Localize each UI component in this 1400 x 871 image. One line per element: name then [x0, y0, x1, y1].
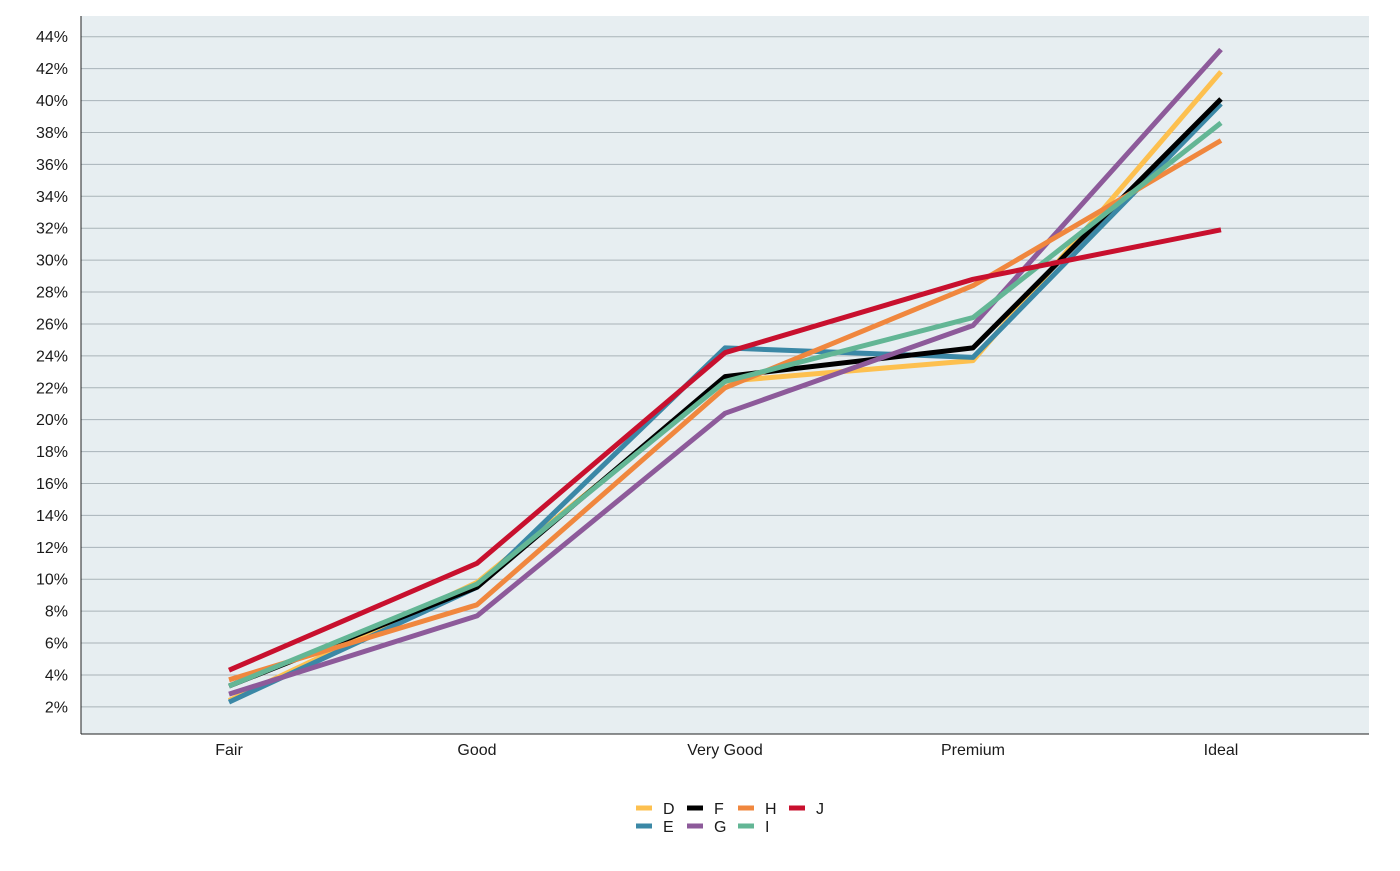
y-tick-label: 18% — [36, 444, 68, 461]
legend-swatch — [636, 805, 652, 811]
legend-label: G — [714, 819, 726, 836]
x-tick-label: Good — [457, 742, 496, 759]
y-tick-label: 36% — [36, 157, 68, 174]
y-tick-label: 28% — [36, 285, 68, 302]
legend-item-E: E — [636, 819, 674, 836]
legend-item-D: D — [636, 801, 675, 818]
legend-item-I: I — [738, 819, 769, 836]
y-tick-label: 22% — [36, 380, 68, 397]
legend-label: H — [765, 801, 777, 818]
legend-label: D — [663, 801, 675, 818]
legend-item-G: G — [687, 819, 726, 836]
y-tick-label: 42% — [36, 61, 68, 78]
y-tick-label: 2% — [45, 699, 68, 716]
y-tick-label: 30% — [36, 253, 68, 270]
series-line-E — [227, 102, 1223, 705]
y-tick-label: 34% — [36, 189, 68, 206]
legend-label: I — [765, 819, 769, 836]
legend-swatch — [687, 823, 703, 829]
series-line-H — [228, 138, 1223, 683]
x-tick-label: Ideal — [1204, 742, 1239, 759]
legend-swatch — [687, 805, 703, 811]
y-tick-label: 4% — [45, 667, 68, 684]
x-tick-label: Premium — [941, 742, 1005, 759]
legend-item-H: H — [738, 801, 777, 818]
y-tick-label: 24% — [36, 348, 68, 365]
y-tick-label: 26% — [36, 316, 68, 333]
legend-label: J — [816, 801, 824, 818]
y-tick-label: 12% — [36, 540, 68, 557]
y-tick-label: 44% — [36, 29, 68, 46]
y-tick-label: 8% — [45, 604, 68, 621]
legend-swatch — [738, 805, 754, 811]
series-line-I — [228, 120, 1223, 689]
legend-swatch — [738, 823, 754, 829]
y-tick-label: 6% — [45, 636, 68, 653]
y-tick-label: 20% — [36, 412, 68, 429]
legend: DE FG HI J — [636, 801, 824, 836]
series-line-J — [228, 227, 1222, 673]
legend-item-F: F — [687, 801, 724, 818]
legend-item-J: J — [789, 801, 824, 818]
legend-swatch — [636, 823, 652, 829]
series-lines — [227, 47, 1223, 705]
y-tick-label: 16% — [36, 476, 68, 493]
x-tick-label: Very Good — [687, 742, 763, 759]
legend-label: E — [663, 819, 674, 836]
x-tick-label: Fair — [215, 742, 243, 759]
legend-swatch — [789, 805, 805, 811]
series-line-G — [228, 47, 1223, 697]
y-tick-label: 10% — [36, 572, 68, 589]
y-axis-tick-labels: 2% 4% 6% 8% 10% 12% 14% 16% 18% 20% 22% 24% 26% 28% 30… — [36, 29, 68, 716]
legend-label: F — [714, 801, 724, 818]
y-tick-label: 14% — [36, 508, 68, 525]
y-tick-label: 38% — [36, 125, 68, 142]
x-axis-tick-labels: Fair Good Very Good Premium Ideal — [215, 742, 1238, 759]
axes — [80, 16, 1369, 735]
y-tick-label: 32% — [36, 221, 68, 238]
y-tick-label: 40% — [36, 93, 68, 110]
